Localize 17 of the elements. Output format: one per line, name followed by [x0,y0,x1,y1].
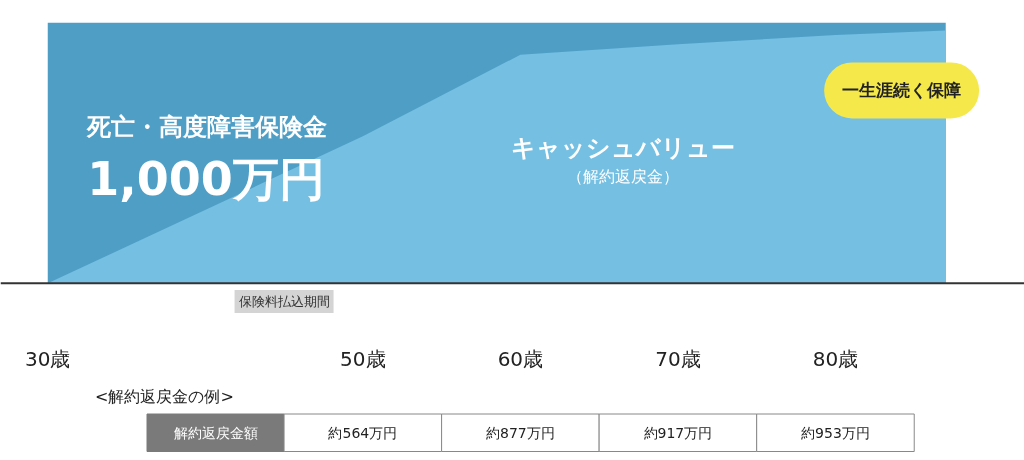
annotation: （解約返戻金） [566,166,679,186]
text: 約564万円 [328,424,398,441]
series-label: 死亡・高度障害保険金 [86,112,328,141]
text: 約877万円 [486,424,555,441]
annotation: 一生涯続く保障 [842,80,962,101]
text: 約917万円 [643,424,713,441]
series-label: キャッシュバリュー [510,133,735,162]
annotation: 1,000万円 [87,152,325,207]
text: 解約返戻金額 [173,424,258,441]
x-tick-label: 60歳 [497,346,544,371]
text: 保険料払込期間 [238,294,330,310]
x-tick-label: 50歳 [340,346,386,371]
text: 約953万円 [801,424,870,441]
x-tick-label: 70歳 [655,346,701,371]
text: <解約返戻金の例> [95,387,234,407]
x-tick-label: 30歳 [25,346,71,371]
x-tick-label: 80歳 [812,346,859,371]
